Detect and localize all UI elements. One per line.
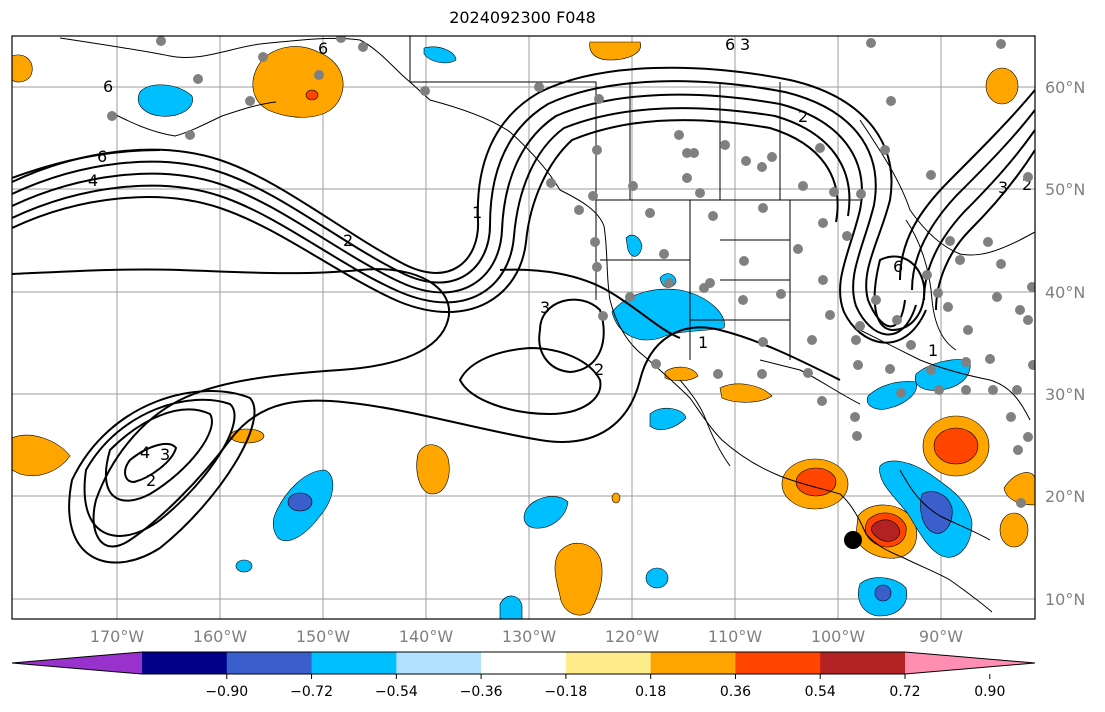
colorbar-segment <box>650 652 736 674</box>
colorbar-outline <box>11 651 1036 675</box>
contour-label: 6 <box>97 147 107 166</box>
contour-label: 6 <box>318 39 328 58</box>
colorbar-tick-label: 0.18 <box>635 684 666 700</box>
longitude-labels: 170°W 160°W 150°W 140°W 130°W 120°W 110°… <box>90 627 963 646</box>
lon-label: 130°W <box>502 627 557 646</box>
lon-label: 120°W <box>605 627 660 646</box>
lat-label: 30°N <box>1045 385 1085 404</box>
contour-label: 1 <box>698 333 708 352</box>
colorbar: −0.90 −0.72 −0.54 −0.36 −0.18 0.18 0.36 0.54 0.7… <box>11 651 1036 700</box>
contour-lines <box>12 66 1035 564</box>
lat-label: 40°N <box>1045 283 1085 302</box>
lon-label: 90°W <box>919 627 963 646</box>
contour-label: 2 <box>594 360 604 379</box>
colorbar-tick-label: −0.54 <box>375 684 418 700</box>
lat-label: 20°N <box>1045 487 1085 506</box>
lon-label: 110°W <box>708 627 763 646</box>
contour-label: 1 <box>928 341 938 360</box>
lon-label: 160°W <box>193 627 248 646</box>
colorbar-segment <box>142 652 228 674</box>
colorbar-segment <box>481 652 567 674</box>
contour-label: 2 <box>1022 175 1032 194</box>
lon-label: 170°W <box>90 627 145 646</box>
contour-label: 6 <box>893 257 903 276</box>
contour-label: 3 <box>740 35 750 54</box>
contour-label: 4 <box>140 443 150 462</box>
colorbar-segment <box>565 652 652 674</box>
contour-label: 2 <box>798 107 808 126</box>
colorbar-segment <box>226 652 313 674</box>
lat-label: 50°N <box>1045 180 1085 199</box>
lon-label: 140°W <box>399 627 454 646</box>
lat-label: 10°N <box>1045 590 1085 609</box>
station-markers <box>107 36 1035 508</box>
colorbar-segment <box>396 652 482 674</box>
colorbar-tick-label: −0.90 <box>205 684 248 700</box>
colorbar-tick-label: −0.36 <box>460 684 503 700</box>
contour-label: 3 <box>160 445 170 464</box>
lon-label: 100°W <box>811 627 866 646</box>
colorbar-tick-label: 0.72 <box>889 684 920 700</box>
lat-label: 60°N <box>1045 78 1085 97</box>
contour-label: 2 <box>343 231 353 250</box>
contour-label: 4 <box>88 171 98 190</box>
contour-label: 6 <box>725 35 735 54</box>
colorbar-extend-max <box>905 652 1035 674</box>
lon-label: 150°W <box>296 627 351 646</box>
contour-label: 2 <box>146 471 156 490</box>
contour-label: 3 <box>998 178 1008 197</box>
colorbar-segment <box>735 652 821 674</box>
map-title: 2024092300 F048 <box>449 8 596 27</box>
anomaly-shading <box>12 41 1035 619</box>
colorbar-tick-label: 0.90 <box>974 684 1005 700</box>
contour-label: 3 <box>540 298 550 317</box>
colorbar-segment <box>311 652 397 674</box>
contour-label: 6 <box>103 77 113 96</box>
colorbar-tick-label: −0.18 <box>544 684 587 700</box>
colorbar-tick-label: 0.36 <box>720 684 751 700</box>
colorbar-tick-label: 0.54 <box>805 684 836 700</box>
colorbar-tick-label: −0.72 <box>290 684 333 700</box>
coastlines <box>59 36 1035 613</box>
contour-label-group: 6 6 6 4 2 1 2 3 3 2 1 6 4 2 3 2 6 3 1 <box>88 35 1032 490</box>
colorbar-segment <box>820 652 906 674</box>
colorbar-extend-min <box>12 652 142 674</box>
map-border <box>11 35 1036 620</box>
contour-label: 1 <box>472 203 482 222</box>
latitude-labels: 60°N 50°N 40°N 30°N 20°N 10°N <box>1045 78 1085 609</box>
location-marker <box>844 531 862 549</box>
